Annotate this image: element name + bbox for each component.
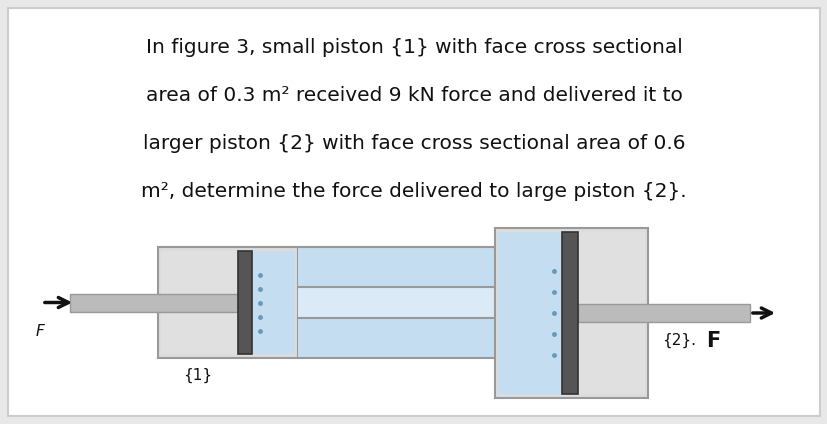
Bar — [237, 251, 251, 354]
Bar — [495, 228, 648, 398]
Text: F: F — [705, 331, 719, 351]
Bar — [497, 232, 562, 394]
Text: larger piston {2} with face cross sectional area of 0.6: larger piston {2} with face cross sectio… — [142, 134, 685, 153]
Bar — [158, 247, 298, 358]
Bar — [298, 287, 495, 318]
Bar — [577, 232, 644, 394]
Bar — [251, 251, 294, 354]
Text: {1}: {1} — [184, 368, 213, 383]
Bar — [298, 247, 495, 287]
Bar — [562, 232, 577, 394]
Bar — [577, 304, 749, 322]
Text: F: F — [36, 324, 45, 340]
Text: area of 0.3 m² received 9 kN force and delivered it to: area of 0.3 m² received 9 kN force and d… — [146, 86, 681, 105]
Text: In figure 3, small piston {1} with face cross sectional: In figure 3, small piston {1} with face … — [146, 38, 681, 57]
Bar — [70, 293, 237, 312]
Bar — [160, 251, 237, 354]
Text: m², determine the force delivered to large piston {2}.: m², determine the force delivered to lar… — [141, 182, 686, 201]
Bar — [298, 318, 495, 358]
Text: {2}.: {2}. — [662, 333, 696, 348]
